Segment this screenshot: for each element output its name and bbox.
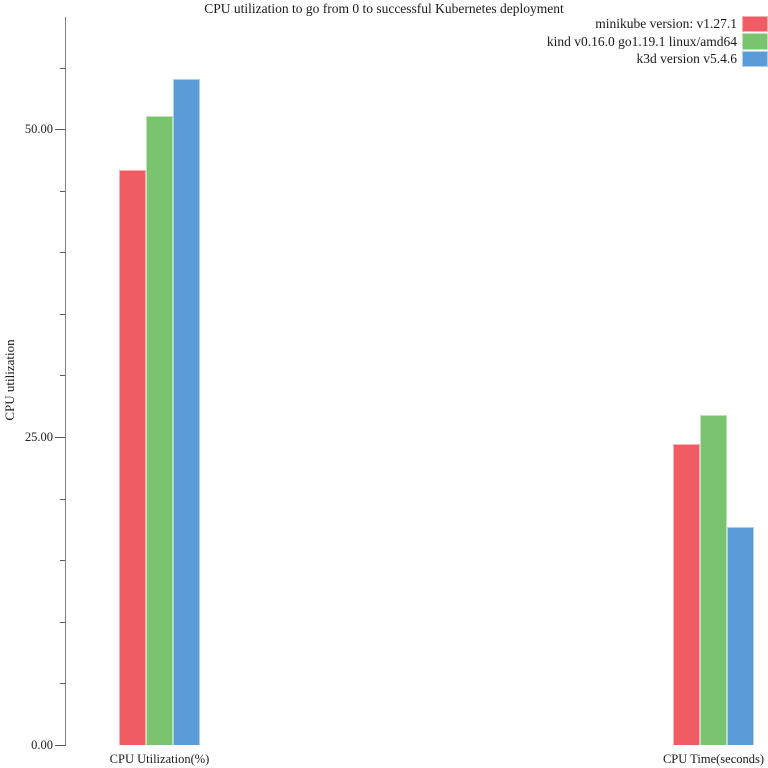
y-minor-tick bbox=[60, 68, 65, 69]
legend-item: kind v0.16.0 go1.19.1 linux/amd64 bbox=[547, 33, 768, 51]
legend-swatch bbox=[742, 33, 768, 50]
y-axis-line bbox=[65, 17, 66, 746]
chart-title: CPU utilization to go from 0 to successf… bbox=[204, 1, 564, 16]
y-minor-tick bbox=[60, 375, 65, 376]
y-minor-tick bbox=[60, 560, 65, 561]
legend-label: k3d version v5.4.6 bbox=[636, 51, 738, 66]
x-axis-category-label: CPU Time(seconds) bbox=[662, 751, 765, 766]
bar bbox=[673, 444, 700, 745]
legend-label: minikube version: v1.27.1 bbox=[595, 16, 737, 31]
bar bbox=[146, 115, 173, 745]
y-tick-label: 0.00 bbox=[31, 738, 53, 752]
legend-swatch bbox=[742, 15, 768, 32]
legend-label: kind v0.16.0 go1.19.1 linux/amd64 bbox=[546, 33, 737, 49]
legend: minikube version: v1.27.1 kind v0.16.0 go… bbox=[547, 15, 768, 68]
y-minor-tick bbox=[60, 622, 65, 623]
y-axis-title: CPU utilization bbox=[2, 339, 17, 421]
y-major-tick bbox=[55, 437, 65, 438]
x-axis-category-label: CPU Utilization(%) bbox=[109, 751, 210, 766]
y-major-tick bbox=[55, 129, 65, 130]
bar bbox=[119, 169, 146, 745]
y-minor-tick bbox=[60, 683, 65, 684]
y-minor-tick bbox=[60, 252, 65, 253]
legend-swatch bbox=[742, 50, 768, 67]
legend-item: k3d version v5.4.6 bbox=[547, 50, 768, 68]
y-tick-label: 50.00 bbox=[24, 122, 53, 137]
bar bbox=[700, 414, 727, 745]
y-minor-tick bbox=[60, 499, 65, 500]
y-minor-tick bbox=[60, 314, 65, 315]
legend-item: minikube version: v1.27.1 bbox=[547, 15, 768, 33]
y-major-tick bbox=[55, 745, 65, 746]
bar bbox=[173, 78, 200, 745]
y-minor-tick bbox=[60, 191, 65, 192]
bar bbox=[727, 526, 754, 745]
y-tick-label: 25.00 bbox=[24, 430, 53, 445]
